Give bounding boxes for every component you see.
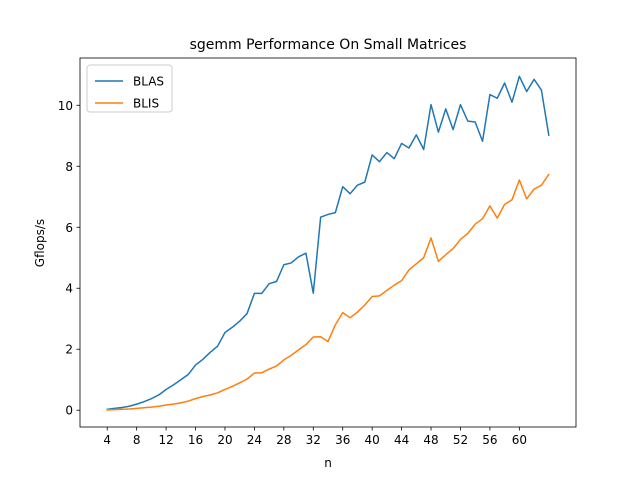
y-tick-label: 6: [65, 221, 73, 235]
x-tick-label: 40: [365, 433, 380, 447]
x-tick-label: 48: [423, 433, 438, 447]
y-axis-label: Gflops/s: [33, 219, 47, 267]
x-tick-label: 52: [453, 433, 468, 447]
plot-area: [79, 57, 577, 428]
x-tick-label: 8: [133, 433, 141, 447]
y-tick-label: 4: [65, 282, 73, 296]
x-tick-label: 4: [103, 433, 111, 447]
legend: BLAS BLIS: [86, 64, 173, 113]
series-line-blis: [106, 173, 550, 411]
x-tick-label: 36: [335, 433, 350, 447]
y-tick-label: 0: [65, 404, 73, 418]
x-axis-label: n: [324, 456, 332, 470]
x-tick-label: 44: [394, 433, 409, 447]
x-tick-label: 24: [247, 433, 262, 447]
y-tick-label: 2: [65, 343, 73, 357]
plot-frame: [79, 57, 577, 428]
x-tick-label: 60: [512, 433, 527, 447]
chart-title: sgemm Performance On Small Matrices: [190, 37, 467, 53]
y-axis: 0 2 4 6 8 10: [58, 99, 80, 418]
series-line-blas: [106, 75, 550, 411]
legend-box: [86, 64, 173, 113]
x-tick-label: 28: [276, 433, 291, 447]
legend-label-blis: BLIS: [133, 97, 159, 111]
x-tick-label: 20: [217, 433, 232, 447]
legend-label-blas: BLAS: [133, 75, 164, 89]
x-axis: 4 8 12 16 20 24 28 32 36 40 44 48 52 56 60: [103, 427, 527, 447]
x-tick-label: 16: [188, 433, 203, 447]
y-tick-label: 10: [58, 99, 73, 113]
x-tick-label: 32: [306, 433, 321, 447]
x-tick-label: 56: [482, 433, 497, 447]
y-tick-label: 8: [65, 160, 73, 174]
x-tick-label: 12: [158, 433, 173, 447]
